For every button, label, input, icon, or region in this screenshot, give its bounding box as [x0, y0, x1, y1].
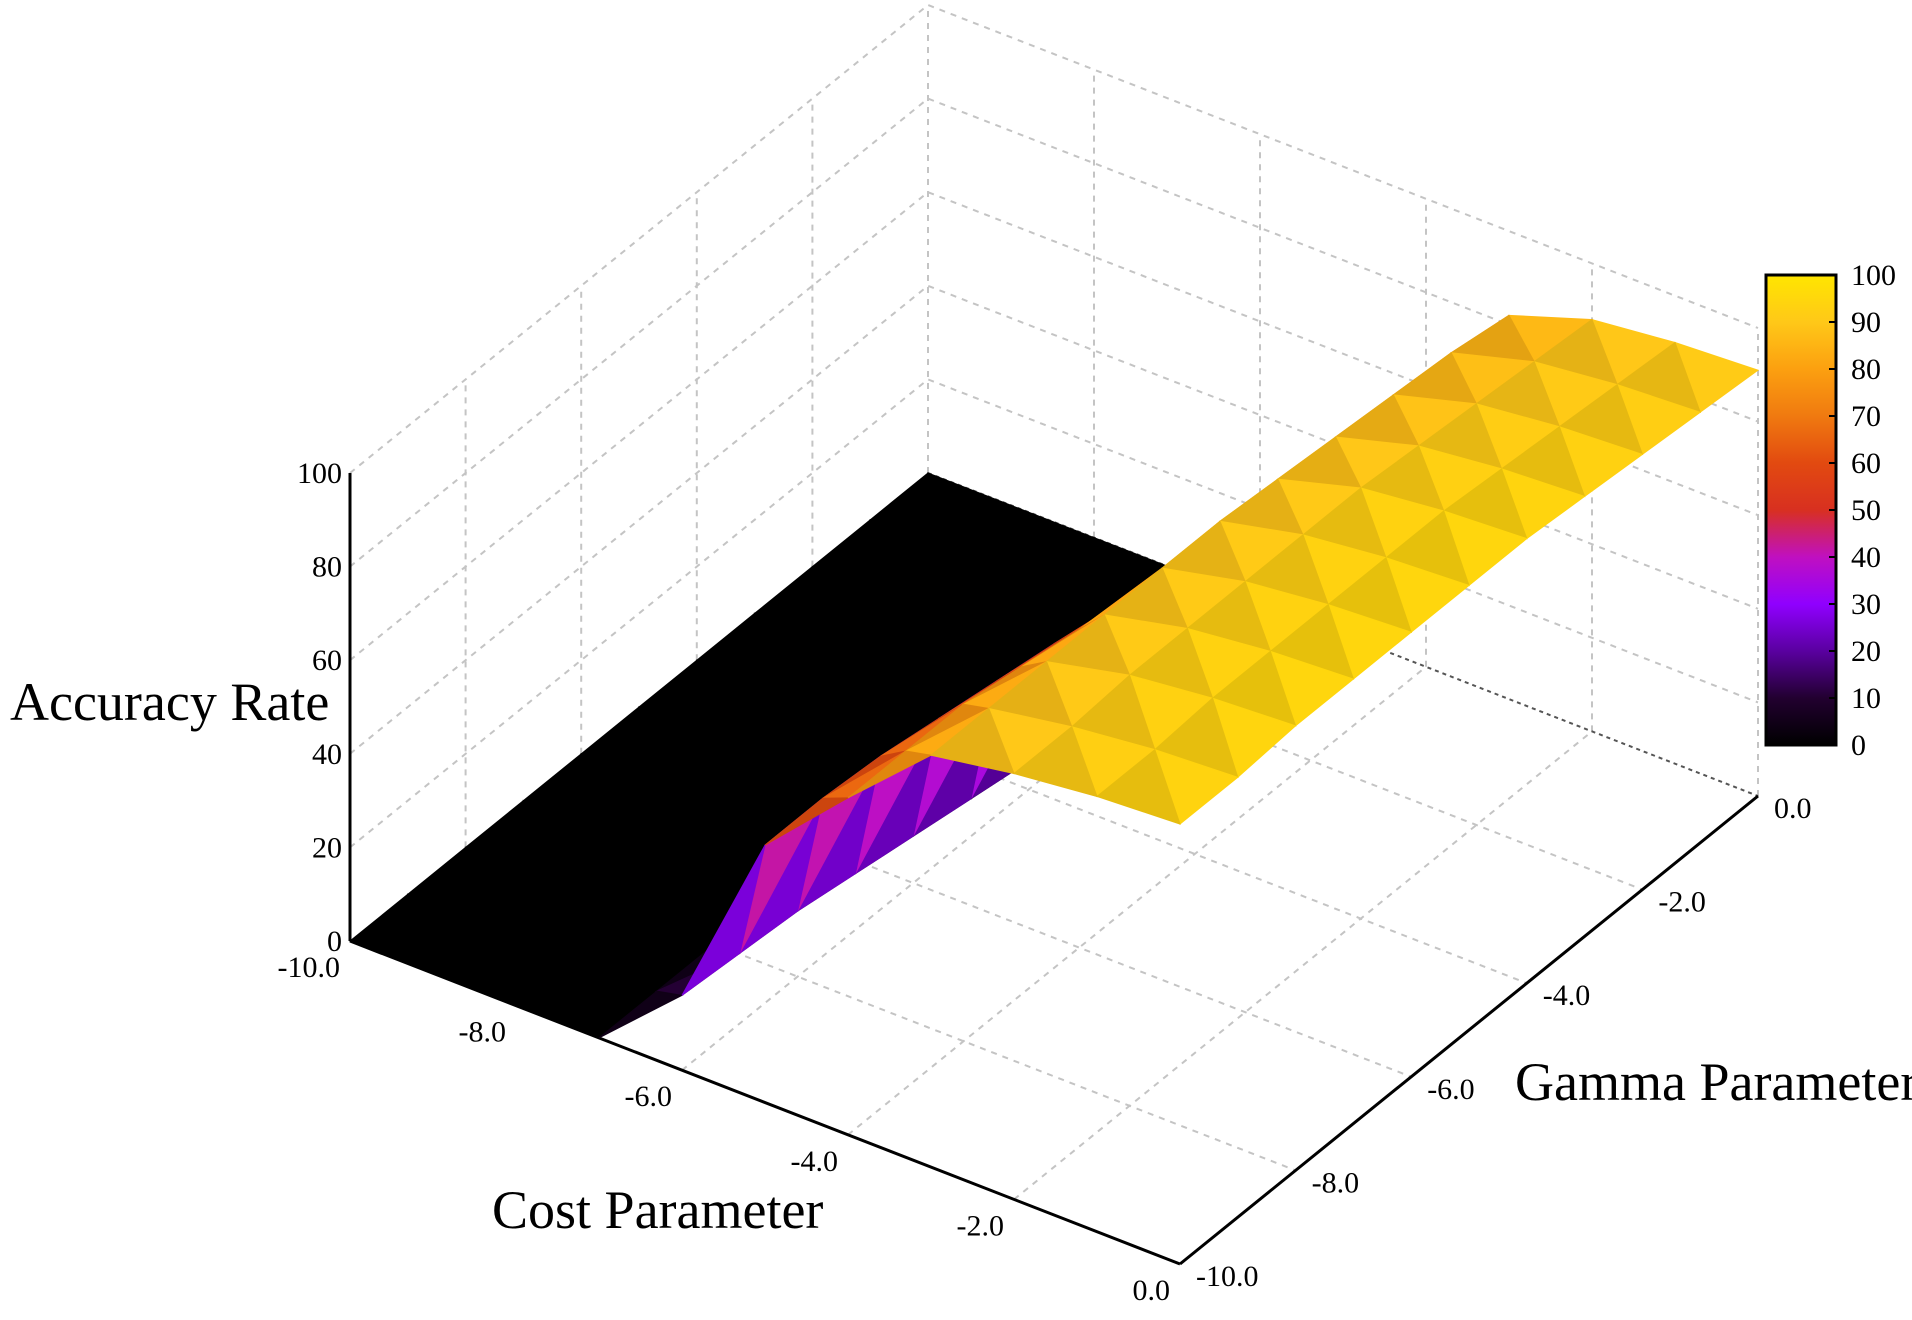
y-axis-line — [1179, 794, 1759, 1266]
x-tick-label: -4.0 — [791, 1145, 839, 1178]
z-tick-label: 40 — [312, 738, 342, 771]
y-tick-label: -8.0 — [1312, 1166, 1360, 1199]
grid-line — [1013, 730, 1593, 1201]
grid-line — [681, 601, 1261, 1071]
y-tick-label: -10.0 — [1196, 1260, 1259, 1293]
z-tick-label: 60 — [312, 644, 342, 677]
z-tick-label: 0 — [327, 925, 342, 958]
y-tick-label: 0.0 — [1774, 792, 1812, 825]
y-tick-label: -2.0 — [1658, 886, 1706, 919]
colorbar-tick-label: 30 — [1851, 588, 1881, 621]
colorbar-tick-label: 60 — [1851, 447, 1881, 480]
grid-line — [349, 3, 1759, 474]
colorbar-tick-label: 70 — [1851, 400, 1881, 433]
colorbar-tick-label: 0 — [1851, 729, 1866, 762]
colorbar-tick-label: 40 — [1851, 541, 1881, 574]
colorbar-tick-label: 90 — [1851, 306, 1881, 339]
grid-line — [349, 378, 1759, 849]
surface-facet — [598, 990, 684, 1039]
surface-facet — [929, 707, 1015, 775]
z-tick-label: 100 — [297, 457, 342, 490]
grid-line — [847, 666, 1427, 1136]
surface-facet — [1012, 725, 1098, 798]
grid-line — [349, 97, 1759, 568]
surface-facet — [1095, 748, 1181, 825]
colorbar-tick-label: 10 — [1851, 682, 1881, 715]
surface-facet — [349, 893, 434, 975]
x-tick-label: -6.0 — [625, 1080, 673, 1113]
z-tick-label: 20 — [312, 831, 342, 864]
tick-labels: 020406080100-10.0-8.0-6.0-4.0-2.00.00.0-… — [278, 457, 1812, 1307]
colorbar-tick-label: 50 — [1851, 494, 1881, 527]
colorbar-tick-label: 80 — [1851, 353, 1881, 386]
z-tick-label: 80 — [312, 551, 342, 584]
surface-facet — [515, 957, 600, 1039]
x-tick-label: -2.0 — [957, 1209, 1005, 1242]
y-axis-title: Gamma Parameter — [1515, 1052, 1912, 1112]
y-tick-label: -6.0 — [1427, 1073, 1475, 1106]
surface — [349, 314, 1760, 1039]
colorbar-gradient — [1764, 273, 1838, 747]
surface-facet — [432, 925, 517, 1007]
colorbar-tick-label: 100 — [1851, 259, 1896, 292]
surface-facet — [681, 844, 766, 996]
surface-facet — [847, 750, 933, 799]
z-axis-title: Accuracy Rate — [10, 672, 329, 732]
colorbar-tick-label: 20 — [1851, 635, 1881, 668]
surface-facet — [764, 797, 849, 846]
x-tick-label: 0.0 — [1133, 1274, 1171, 1307]
x-axis-title: Cost Parameter — [492, 1180, 823, 1240]
x-tick-label: -8.0 — [459, 1016, 507, 1049]
y-tick-label: -4.0 — [1543, 979, 1591, 1012]
x-tick-label: -10.0 — [278, 951, 341, 984]
